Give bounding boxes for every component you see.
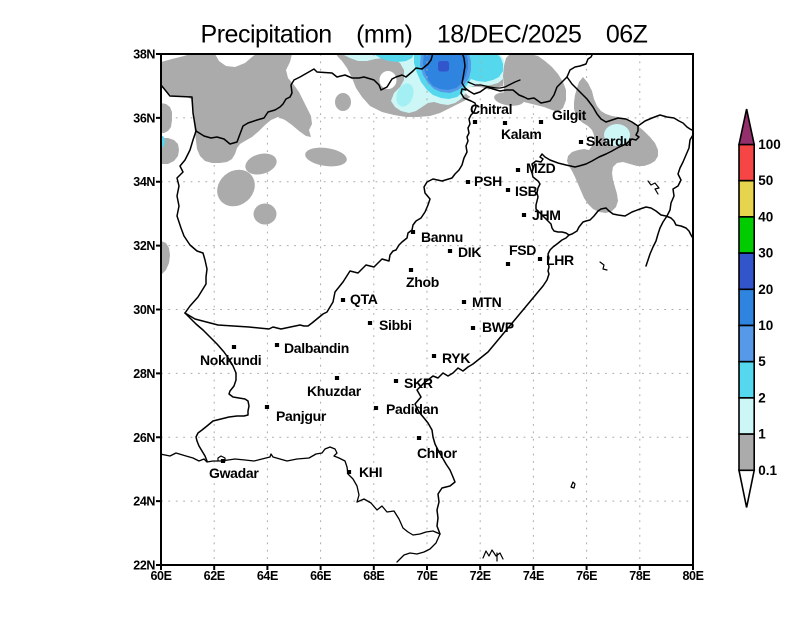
svg-text:34N: 34N [133, 175, 155, 189]
svg-text:Nokkundi: Nokkundi [200, 352, 261, 368]
svg-text:Panjgur: Panjgur [276, 408, 327, 424]
svg-text:78E: 78E [629, 569, 650, 583]
svg-text:Gilgit: Gilgit [552, 107, 587, 123]
svg-text:1: 1 [758, 427, 766, 442]
svg-text:22N: 22N [133, 559, 155, 573]
svg-text:76E: 76E [576, 569, 597, 583]
svg-text:LHR: LHR [546, 252, 574, 268]
svg-text:20: 20 [758, 282, 773, 297]
svg-text:36N: 36N [133, 111, 155, 125]
svg-text:32N: 32N [133, 239, 155, 253]
svg-text:26N: 26N [133, 431, 155, 445]
svg-text:ISB: ISB [515, 183, 538, 199]
svg-text:70E: 70E [416, 569, 437, 583]
svg-text:FSD: FSD [509, 242, 536, 258]
svg-text:PSH: PSH [474, 173, 502, 189]
svg-text:Gwadar: Gwadar [209, 465, 259, 481]
svg-text:100: 100 [758, 137, 781, 152]
svg-text:24N: 24N [133, 495, 155, 509]
svg-text:Chitral: Chitral [470, 101, 512, 117]
svg-text:66E: 66E [310, 569, 331, 583]
svg-text:74E: 74E [523, 569, 544, 583]
svg-text:QTA: QTA [350, 291, 378, 307]
svg-text:64E: 64E [257, 569, 278, 583]
svg-text:JHM: JHM [532, 207, 561, 223]
svg-text:Padidan: Padidan [386, 401, 438, 417]
svg-text:Zhob: Zhob [406, 274, 439, 290]
svg-text:28N: 28N [133, 367, 155, 381]
svg-text:0.1: 0.1 [758, 463, 777, 478]
svg-text:KHI: KHI [359, 464, 382, 480]
svg-text:30N: 30N [133, 303, 155, 317]
svg-text:Skardu: Skardu [586, 133, 632, 149]
svg-text:Chhor: Chhor [417, 445, 458, 461]
svg-text:50: 50 [758, 173, 773, 188]
svg-text:Precipitation (mm) 18/DEC/2025: Precipitation (mm) 18/DEC/2025 06Z [201, 21, 648, 49]
svg-text:Sibbi: Sibbi [379, 317, 412, 333]
svg-text:30: 30 [758, 246, 773, 261]
svg-text:2: 2 [758, 390, 766, 405]
svg-text:Khuzdar: Khuzdar [307, 383, 362, 399]
svg-text:MZD: MZD [526, 160, 556, 176]
svg-text:DIK: DIK [458, 244, 481, 260]
svg-text:38N: 38N [133, 48, 155, 62]
svg-text:Kalam: Kalam [501, 126, 542, 142]
svg-text:80E: 80E [682, 569, 703, 583]
svg-text:5: 5 [758, 354, 766, 369]
svg-text:SKR: SKR [404, 375, 433, 391]
svg-text:60E: 60E [150, 569, 171, 583]
svg-text:Dalbandin: Dalbandin [284, 340, 349, 356]
svg-text:RYK: RYK [442, 350, 470, 366]
svg-text:40: 40 [758, 209, 773, 224]
svg-text:72E: 72E [470, 569, 491, 583]
svg-text:10: 10 [758, 318, 773, 333]
svg-text:Bannu: Bannu [421, 229, 463, 245]
svg-text:MTN: MTN [472, 294, 502, 310]
svg-text:BWP: BWP [482, 319, 514, 335]
svg-text:68E: 68E [363, 569, 384, 583]
svg-text:62E: 62E [204, 569, 225, 583]
